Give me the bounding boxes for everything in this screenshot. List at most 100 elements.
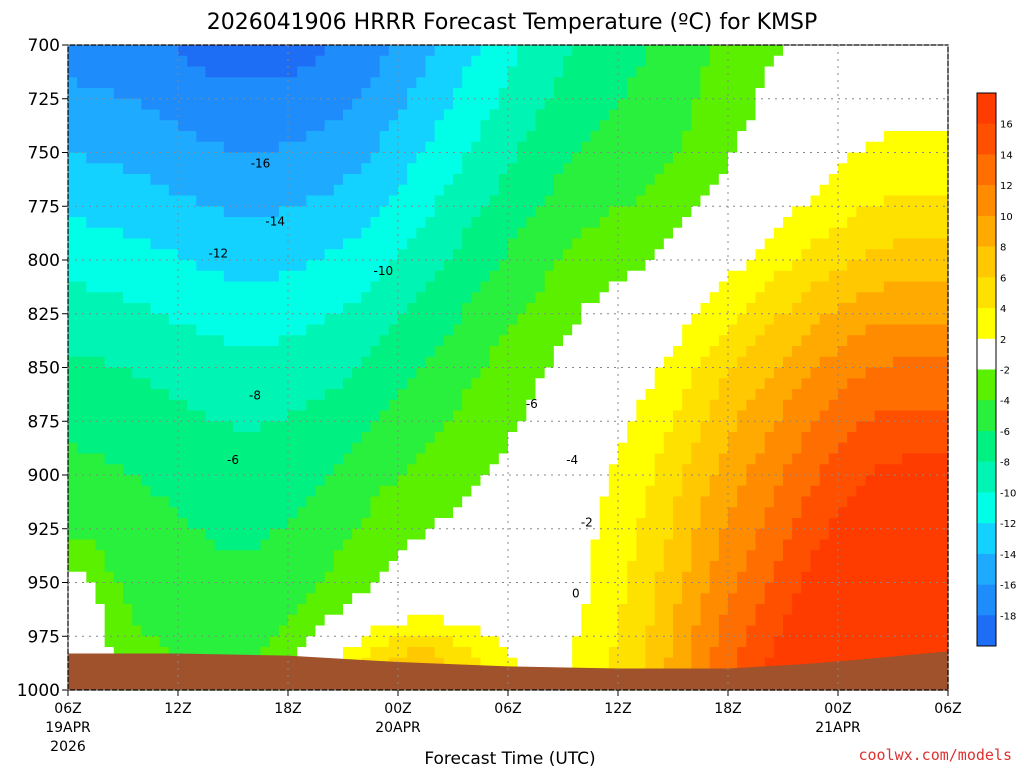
temperature-cell (755, 625, 766, 637)
temperature-cell (462, 184, 472, 197)
temperature-cell (526, 647, 537, 659)
temperature-cell (471, 410, 482, 422)
temperature-cell (691, 163, 702, 175)
temperature-cell (572, 657, 582, 670)
temperature-cell (700, 582, 711, 594)
temperature-cell (86, 120, 97, 132)
temperature-cell (544, 636, 555, 648)
temperature-cell (343, 66, 353, 78)
temperature-cell (645, 582, 656, 594)
temperature-cell (123, 45, 133, 57)
temperature-cell (379, 464, 390, 476)
temperature-cell (654, 442, 665, 455)
temperature-cell (755, 249, 766, 261)
temperature-cell (517, 625, 527, 637)
temperature-cell (343, 614, 353, 627)
temperature-cell (810, 77, 821, 89)
temperature-cell (599, 453, 610, 465)
temperature-cell (407, 66, 417, 78)
temperature-cell (783, 195, 793, 207)
temperature-cell (636, 152, 647, 164)
temperature-cell (251, 163, 262, 175)
temperature-cell (132, 496, 142, 508)
temperature-cell (407, 292, 417, 304)
temperature-cell (599, 174, 610, 186)
temperature-cell (508, 507, 518, 519)
temperature-cell (306, 421, 317, 433)
temperature-cell (737, 120, 747, 132)
temperature-cell (535, 206, 546, 218)
temperature-cell (132, 571, 142, 584)
temperature-cell (269, 518, 280, 530)
temperature-cell (260, 432, 271, 444)
temperature-cell (773, 421, 784, 433)
temperature-cell (498, 475, 509, 487)
temperature-cell (718, 206, 729, 218)
temperature-cell (278, 184, 289, 197)
temperature-cell (168, 141, 179, 154)
temperature-cell (636, 571, 647, 584)
temperature-cell (242, 421, 252, 433)
temperature-cell (792, 421, 802, 433)
temperature-cell (379, 45, 390, 57)
temperature-cell (819, 346, 830, 358)
temperature-cell (608, 528, 619, 541)
temperature-cell (453, 528, 463, 541)
temperature-cell (425, 614, 436, 627)
temperature-cell (214, 195, 225, 207)
temperature-cell (700, 163, 711, 175)
temperature-cell (104, 571, 115, 584)
temperature-cell (498, 335, 509, 347)
temperature-cell (77, 313, 87, 326)
temperature-cell (306, 195, 317, 207)
temperature-cell (104, 206, 115, 218)
temperature-cell (361, 378, 372, 390)
temperature-cell (187, 389, 197, 401)
temperature-cell (636, 206, 647, 218)
temperature-cell (306, 356, 317, 369)
temperature-cell (654, 184, 665, 197)
temperature-cell (764, 88, 775, 100)
temperature-cell (370, 163, 381, 175)
temperature-cell (361, 432, 372, 444)
temperature-cell (407, 55, 417, 68)
temperature-cell (737, 281, 747, 293)
temperature-cell (141, 518, 152, 530)
temperature-cell (86, 217, 97, 229)
temperature-cell (141, 647, 152, 659)
temperature-cell (508, 625, 518, 637)
temperature-cell (673, 507, 683, 519)
temperature-cell (379, 378, 390, 390)
temperature-cell (434, 625, 445, 637)
temperature-cell (544, 249, 555, 261)
temperature-cell (746, 45, 757, 57)
temperature-cell (398, 249, 408, 261)
temperature-cell (104, 442, 115, 455)
temperature-cell (187, 410, 197, 422)
temperature-cell (214, 152, 225, 164)
temperature-cell (535, 657, 546, 670)
temperature-cell (572, 120, 582, 132)
temperature-cell (370, 88, 381, 100)
temperature-cell (709, 421, 720, 433)
temperature-cell (434, 539, 445, 551)
temperature-cell (709, 66, 720, 78)
temperature-cell (700, 335, 711, 347)
temperature-cell (535, 561, 546, 573)
temperature-cell (434, 421, 445, 433)
temperature-cell (654, 453, 665, 465)
temperature-cell (517, 561, 527, 573)
temperature-cell (480, 260, 491, 272)
temperature-cell (297, 184, 307, 197)
temperature-cell (178, 367, 188, 379)
temperature-cell (370, 507, 381, 519)
temperature-cell (599, 604, 610, 616)
temperature-cell (214, 496, 225, 508)
temperature-cell (343, 217, 353, 229)
temperature-cell (269, 313, 280, 326)
temperature-cell (810, 141, 821, 154)
temperature-cell (269, 528, 280, 541)
temperature-cell (508, 528, 518, 541)
temperature-cell (526, 131, 537, 143)
temperature-cell (746, 410, 757, 422)
